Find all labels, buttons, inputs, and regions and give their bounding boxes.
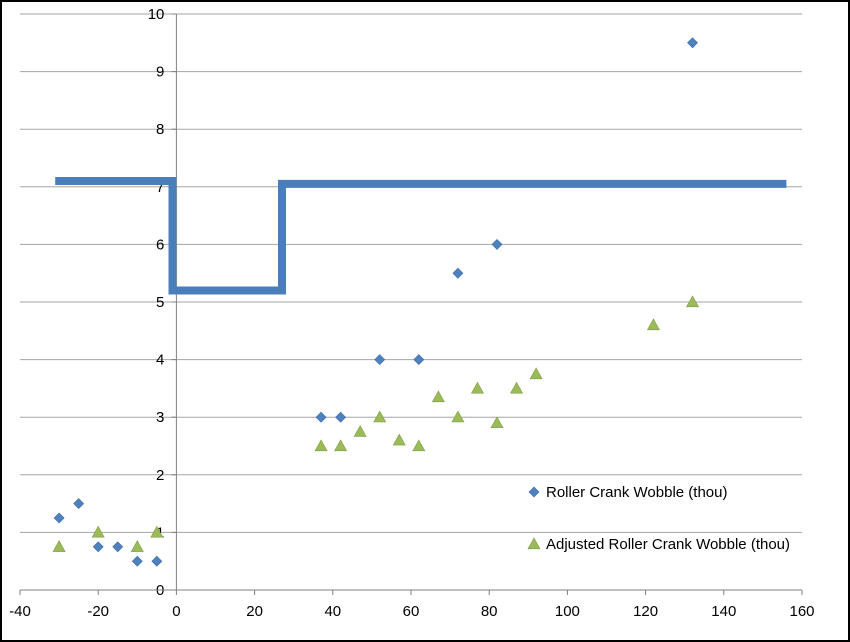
x-tick-label-20: 20 (246, 603, 263, 620)
series-2-point-17 (646, 318, 660, 331)
series-2 (52, 295, 700, 552)
series-1-point-7 (315, 411, 327, 423)
gridlines (20, 13, 802, 533)
series-2-point-3 (130, 540, 144, 552)
series-2-point-4 (150, 525, 164, 538)
series-1-point-12 (491, 238, 503, 250)
x-tick-label-100: 100 (555, 603, 580, 620)
series-2-point-12 (451, 410, 465, 423)
y-tick-label-6: 6 (156, 236, 164, 253)
series-2-point-7 (353, 424, 367, 437)
series-2-point-15 (510, 381, 524, 394)
y-tick-label-10: 10 (148, 6, 165, 23)
series-2-point-2 (91, 525, 105, 538)
legend-marker-2 (527, 537, 541, 550)
x-tick-label-0: 0 (172, 603, 180, 620)
legend-label-2: Adjusted Roller Crank Wobble (thou) (546, 536, 790, 553)
series-2-point-14 (490, 416, 504, 429)
x-tick-label-140: 140 (711, 603, 736, 620)
legend: Roller Crank Wobble (thou) Adjusted Rolle… (527, 484, 790, 553)
series-2-point-10 (412, 439, 426, 452)
y-tick-label-7: 7 (156, 179, 164, 196)
y-tick-label-4: 4 (156, 352, 164, 369)
limit-step-line (55, 177, 787, 295)
series-1 (53, 37, 698, 567)
series-1-point-13 (687, 37, 698, 49)
series-2-point-13 (470, 381, 484, 394)
x-tick-label-40: 40 (324, 603, 341, 620)
x-tick-label-80: 80 (481, 603, 498, 620)
x-tick-label-160: 160 (789, 603, 814, 620)
series-2-point-11 (431, 390, 445, 403)
series-1-point-10 (413, 354, 425, 366)
y-tick-label-9: 9 (156, 64, 164, 81)
y-tick-label-5: 5 (156, 294, 164, 311)
legend-label-1: Roller Crank Wobble (thou) (546, 484, 727, 501)
series-2-point-6 (334, 439, 348, 452)
series-1-point-11 (452, 267, 464, 279)
series-2-point-16 (529, 367, 543, 380)
series-2-point-1 (52, 540, 66, 552)
y-tick-label-3: 3 (156, 409, 164, 426)
series-2-point-5 (314, 439, 328, 452)
series-2-point-8 (373, 410, 387, 423)
series-1-point-1 (53, 512, 65, 524)
series-1-point-2 (73, 498, 85, 510)
x-tick-label-60: 60 (403, 603, 420, 620)
limit-line-layer (55, 177, 787, 295)
series-1-point-9 (374, 354, 386, 366)
series-1-point-5 (131, 555, 143, 567)
data-points (52, 37, 700, 567)
series-1-point-4 (112, 541, 124, 553)
y-tick-label-2: 2 (156, 467, 164, 484)
x-tick-label-120: 120 (633, 603, 658, 620)
x-tick-label--20: -20 (87, 603, 109, 620)
series-1-point-6 (151, 555, 163, 567)
x-tick-label--40: -40 (9, 603, 31, 620)
series-1-point-8 (335, 411, 347, 423)
series-2-point-18 (686, 295, 700, 308)
y-tick-label-8: 8 (156, 121, 164, 138)
legend-marker-1 (528, 486, 540, 498)
series-1-point-3 (92, 541, 104, 553)
series-2-point-9 (392, 433, 406, 446)
